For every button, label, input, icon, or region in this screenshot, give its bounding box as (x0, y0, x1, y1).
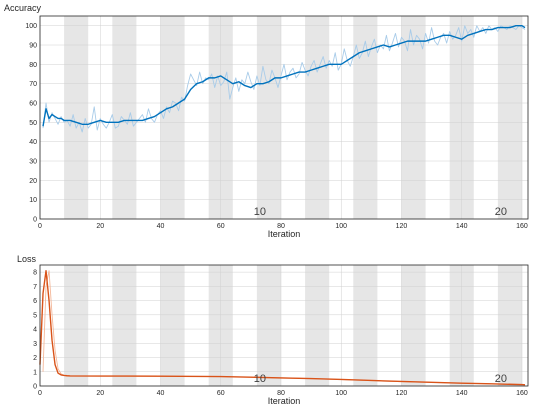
accuracy-chart: Accuracy 0 20 40 60 80 100 120 140 160 0 10 20 30 40 5… (4, 3, 529, 239)
acc-y-tick-label: 0 (33, 217, 37, 224)
loss-plot-frame (39, 264, 529, 387)
loss-x-tick-label: 120 (396, 390, 408, 397)
acc-y-tick-label: 100 (25, 23, 37, 30)
acc-x-tick-label: 0 (38, 223, 42, 230)
loss-y-tick-label: 1 (33, 369, 37, 376)
loss-chart: Loss 0 20 40 60 80 100 120 140 160 0 1 2 3 4 5 6 7 8 10 20… (17, 254, 529, 406)
loss-x-tick-label: 160 (516, 390, 528, 397)
loss-epoch-band (305, 265, 330, 386)
loss-y-tick-label: 2 (33, 355, 37, 362)
accuracy-epoch-bands (64, 16, 522, 219)
accuracy-title: Accuracy (4, 3, 42, 13)
loss-title: Loss (17, 254, 37, 264)
acc-raw-line (42, 25, 526, 133)
loss-epoch-band (64, 265, 89, 386)
acc-epoch-band (497, 16, 522, 219)
accuracy-lines (42, 24, 526, 133)
acc-x-tick-label: 60 (217, 223, 225, 230)
loss-epoch-band (112, 265, 137, 386)
acc-epoch-band (112, 16, 137, 219)
acc-y-tick-label: 50 (29, 120, 37, 127)
acc-x-tick-label: 20 (96, 223, 104, 230)
loss-y-tick-label: 8 (33, 270, 37, 277)
loss-x-tick-label: 20 (96, 390, 104, 397)
acc-x-tick-label: 160 (516, 223, 528, 230)
loss-epoch-band (353, 265, 378, 386)
acc-smoothed-line (42, 24, 526, 127)
acc-x-tick-label: 40 (157, 223, 165, 230)
acc-epoch-band (256, 16, 281, 219)
loss-x-tick-label: 0 (38, 390, 42, 397)
loss-x-tick-label: 80 (277, 390, 285, 397)
loss-epoch-bands (64, 265, 522, 386)
accuracy-x-axis-label: Iteration (268, 229, 301, 239)
accuracy-gridlines (39, 16, 528, 220)
accuracy-plot-frame (39, 15, 529, 220)
loss-y-tick-label: 4 (33, 327, 37, 334)
acc-epoch-band (401, 16, 426, 219)
loss-epoch-band (401, 265, 426, 386)
loss-lines (39, 269, 526, 386)
loss-epoch-band (256, 265, 281, 386)
acc-y-tick-label: 80 (29, 62, 37, 69)
loss-epoch-band (497, 265, 522, 386)
accuracy-ticks: 0 20 40 60 80 100 120 140 160 0 10 20 30 40 50 60 70 80 90… (25, 23, 528, 230)
loss-smoothed-line (39, 269, 526, 386)
loss-y-tick-label: 0 (33, 384, 37, 391)
loss-y-tick-label: 3 (33, 341, 37, 348)
acc-epoch-label: 20 (495, 206, 507, 218)
acc-epoch-band (305, 16, 330, 219)
loss-epoch-label: 10 (254, 373, 266, 385)
acc-epoch-band (64, 16, 89, 219)
loss-x-tick-label: 40 (157, 390, 165, 397)
loss-y-tick-label: 6 (33, 298, 37, 305)
loss-x-axis-label: Iteration (268, 396, 301, 406)
loss-ticks: 0 20 40 60 80 100 120 140 160 0 1 2 3 4 5 6 7 8 (33, 270, 528, 397)
acc-x-tick-label: 80 (277, 223, 285, 230)
acc-y-tick-label: 70 (29, 81, 37, 88)
loss-x-tick-label: 140 (456, 390, 468, 397)
acc-y-tick-label: 90 (29, 43, 37, 50)
acc-x-tick-label: 100 (335, 223, 347, 230)
acc-y-tick-label: 20 (29, 178, 37, 185)
acc-x-tick-label: 140 (456, 223, 468, 230)
acc-epoch-band (160, 16, 185, 219)
acc-y-tick-label: 30 (29, 159, 37, 166)
accuracy-epoch-labels: 10 20 (254, 206, 507, 218)
loss-x-tick-label: 60 (217, 390, 225, 397)
acc-y-tick-label: 10 (29, 197, 37, 204)
acc-y-tick-label: 60 (29, 101, 37, 108)
loss-epoch-band (160, 265, 185, 386)
loss-y-tick-label: 7 (33, 284, 37, 291)
acc-y-tick-label: 40 (29, 139, 37, 146)
loss-epoch-labels: 10 20 (254, 373, 507, 385)
acc-epoch-label: 10 (254, 206, 266, 218)
acc-x-tick-label: 120 (396, 223, 408, 230)
loss-y-tick-label: 5 (33, 312, 37, 319)
loss-x-tick-label: 100 (335, 390, 347, 397)
loss-epoch-label: 20 (495, 373, 507, 385)
loss-gridlines (39, 265, 528, 387)
